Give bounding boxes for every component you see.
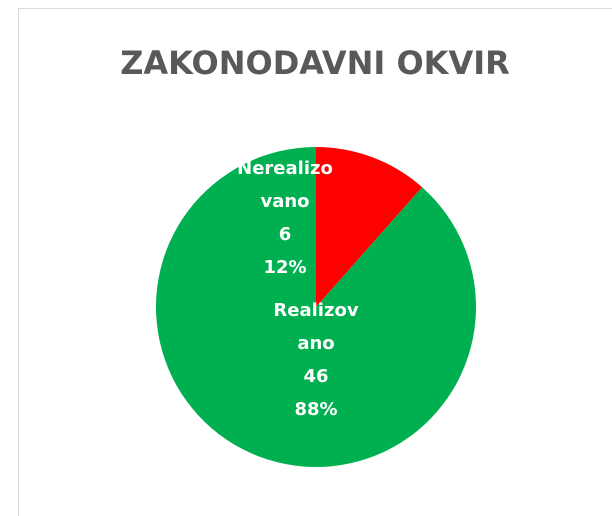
label-line: 88% [294,399,338,420]
pie-slice [156,147,477,467]
chart-title: ZAKONODAVNI OKVIR [120,44,510,82]
pie-slice [316,147,423,307]
label-line: Nerealizovano [237,158,333,212]
chart-frame [18,8,612,516]
label-line: 6 [278,224,292,245]
data-label: Realizovano 46 88% [268,294,364,426]
label-line: 12% [263,257,307,278]
data-label: Nerealizovano 6 12% [237,152,333,284]
label-line: Realizovano [273,300,359,354]
label-line: 46 [303,366,329,387]
